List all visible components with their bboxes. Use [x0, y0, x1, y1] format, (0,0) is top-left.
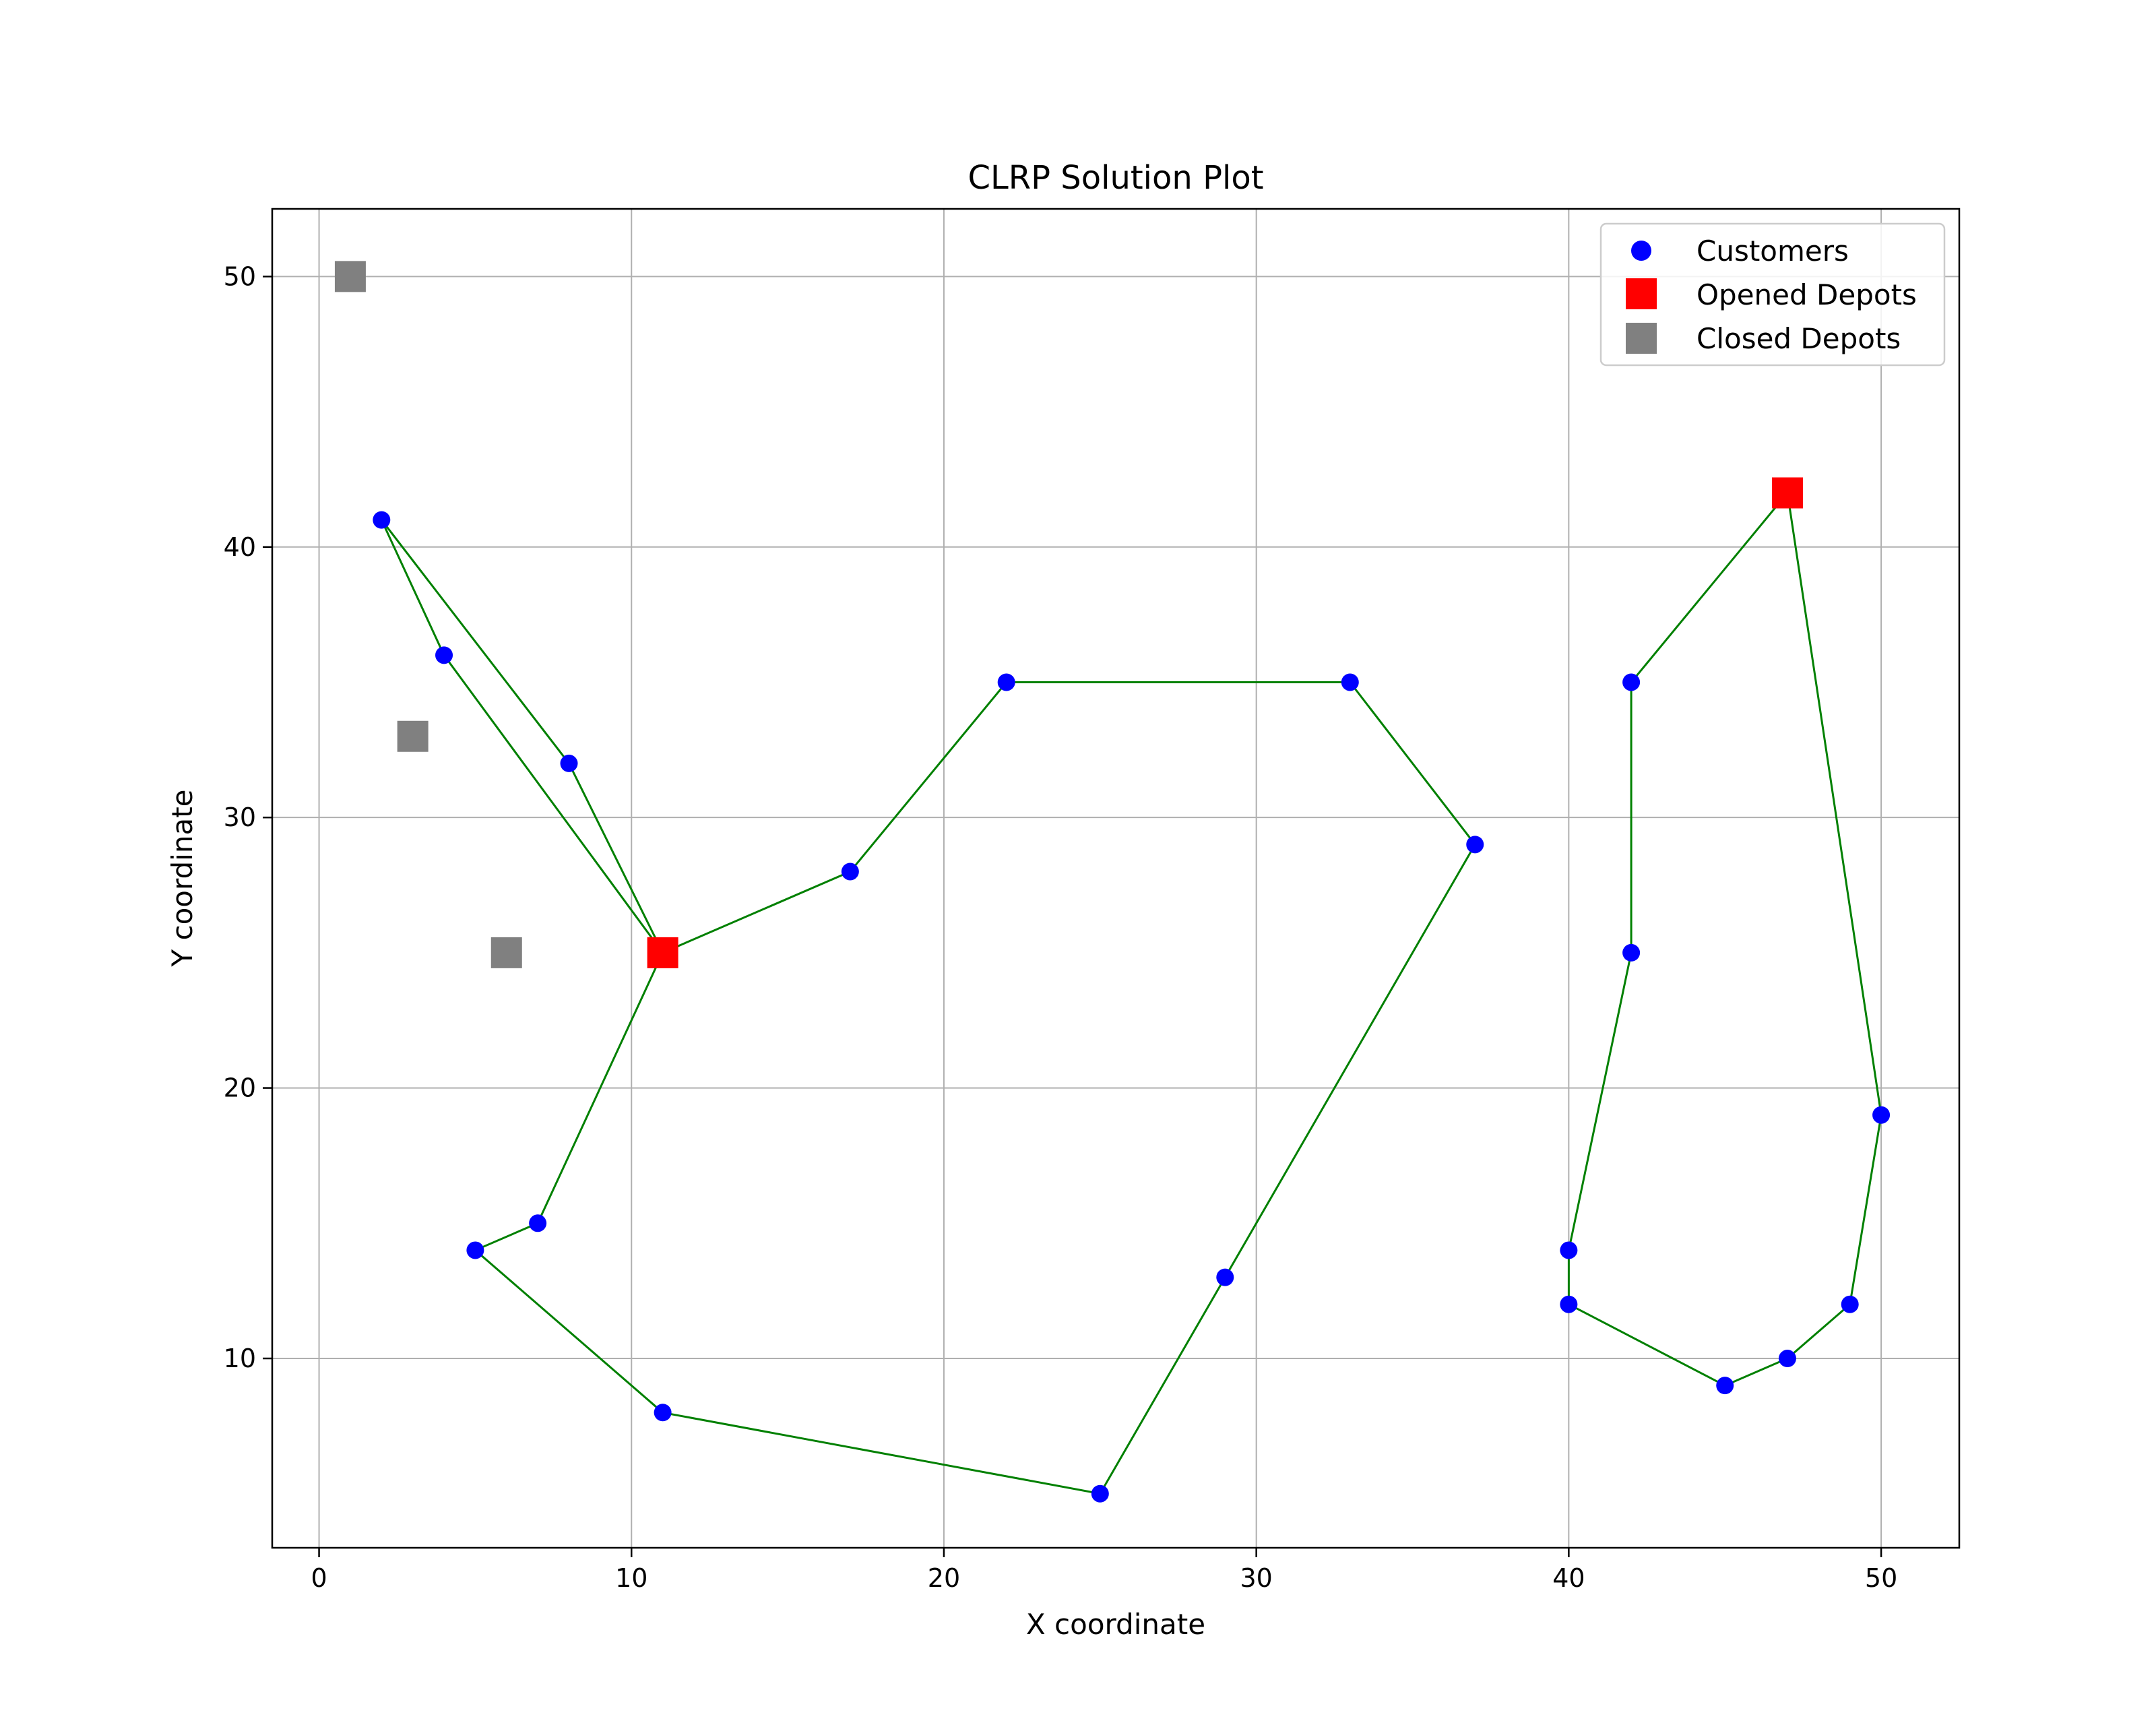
- y-axis-label: Y coordinate: [166, 789, 199, 967]
- customer-point: [841, 862, 859, 881]
- closed-depot-marker: [397, 720, 429, 752]
- customer-point: [466, 1241, 484, 1259]
- customer-point: [1872, 1106, 1891, 1124]
- y-tick-label: 40: [224, 532, 256, 562]
- customer-point: [1716, 1377, 1734, 1395]
- opened-depot-marker: [647, 937, 678, 968]
- x-axis-label: X coordinate: [1026, 1608, 1205, 1641]
- customer-point: [997, 673, 1015, 691]
- customer-point: [1216, 1268, 1234, 1286]
- customer-point: [654, 1404, 672, 1422]
- y-tick-label: 20: [224, 1073, 256, 1103]
- customer-point: [560, 754, 578, 772]
- legend-closed-depots-marker: [1626, 323, 1657, 354]
- closed-depot-marker: [490, 937, 522, 968]
- customer-point: [1560, 1295, 1578, 1313]
- plot-frame: [271, 208, 1961, 1549]
- legend-opened-depots-label: Opened Depots: [1697, 278, 1917, 311]
- customer-point: [1560, 1241, 1578, 1259]
- route-3: [1567, 492, 1882, 1387]
- customer-point: [1091, 1484, 1109, 1503]
- customer-point: [1622, 943, 1641, 962]
- axis-ticks: 0 10 20 30 40 50 10 20 30 40 50: [224, 261, 1898, 1593]
- legend-opened-depots-marker: [1626, 278, 1657, 309]
- x-tick-label: 50: [1865, 1563, 1897, 1593]
- y-tick-label: 30: [224, 803, 256, 832]
- customer-point: [529, 1214, 547, 1232]
- legend-closed-depots-label: Closed Depots: [1697, 322, 1901, 355]
- customer-point: [435, 646, 453, 664]
- customer-point: [373, 511, 391, 529]
- legend: Customers Opened Depots Closed Depots: [1599, 222, 1946, 367]
- x-tick-label: 20: [928, 1563, 960, 1593]
- legend-customers-marker: [1631, 241, 1651, 261]
- customer-point: [1778, 1350, 1796, 1368]
- customer-point: [1466, 836, 1484, 854]
- x-tick-label: 0: [311, 1563, 327, 1593]
- customer-point: [1841, 1295, 1859, 1313]
- x-tick-label: 10: [615, 1563, 647, 1593]
- legend-customers-label: Customers: [1697, 234, 1849, 268]
- legend-box: [1599, 222, 1946, 367]
- closed-depot-marker: [334, 261, 366, 292]
- x-tick-label: 30: [1240, 1563, 1272, 1593]
- y-tick-label: 50: [224, 261, 256, 291]
- x-tick-label: 40: [1552, 1563, 1585, 1593]
- y-tick-label: 10: [224, 1344, 256, 1373]
- customer-point: [1622, 673, 1641, 691]
- markers: [334, 261, 1891, 1503]
- customer-point: [1341, 673, 1359, 691]
- opened-depot-marker: [1771, 477, 1803, 509]
- chart-title: CLRP Solution Plot: [968, 159, 1263, 197]
